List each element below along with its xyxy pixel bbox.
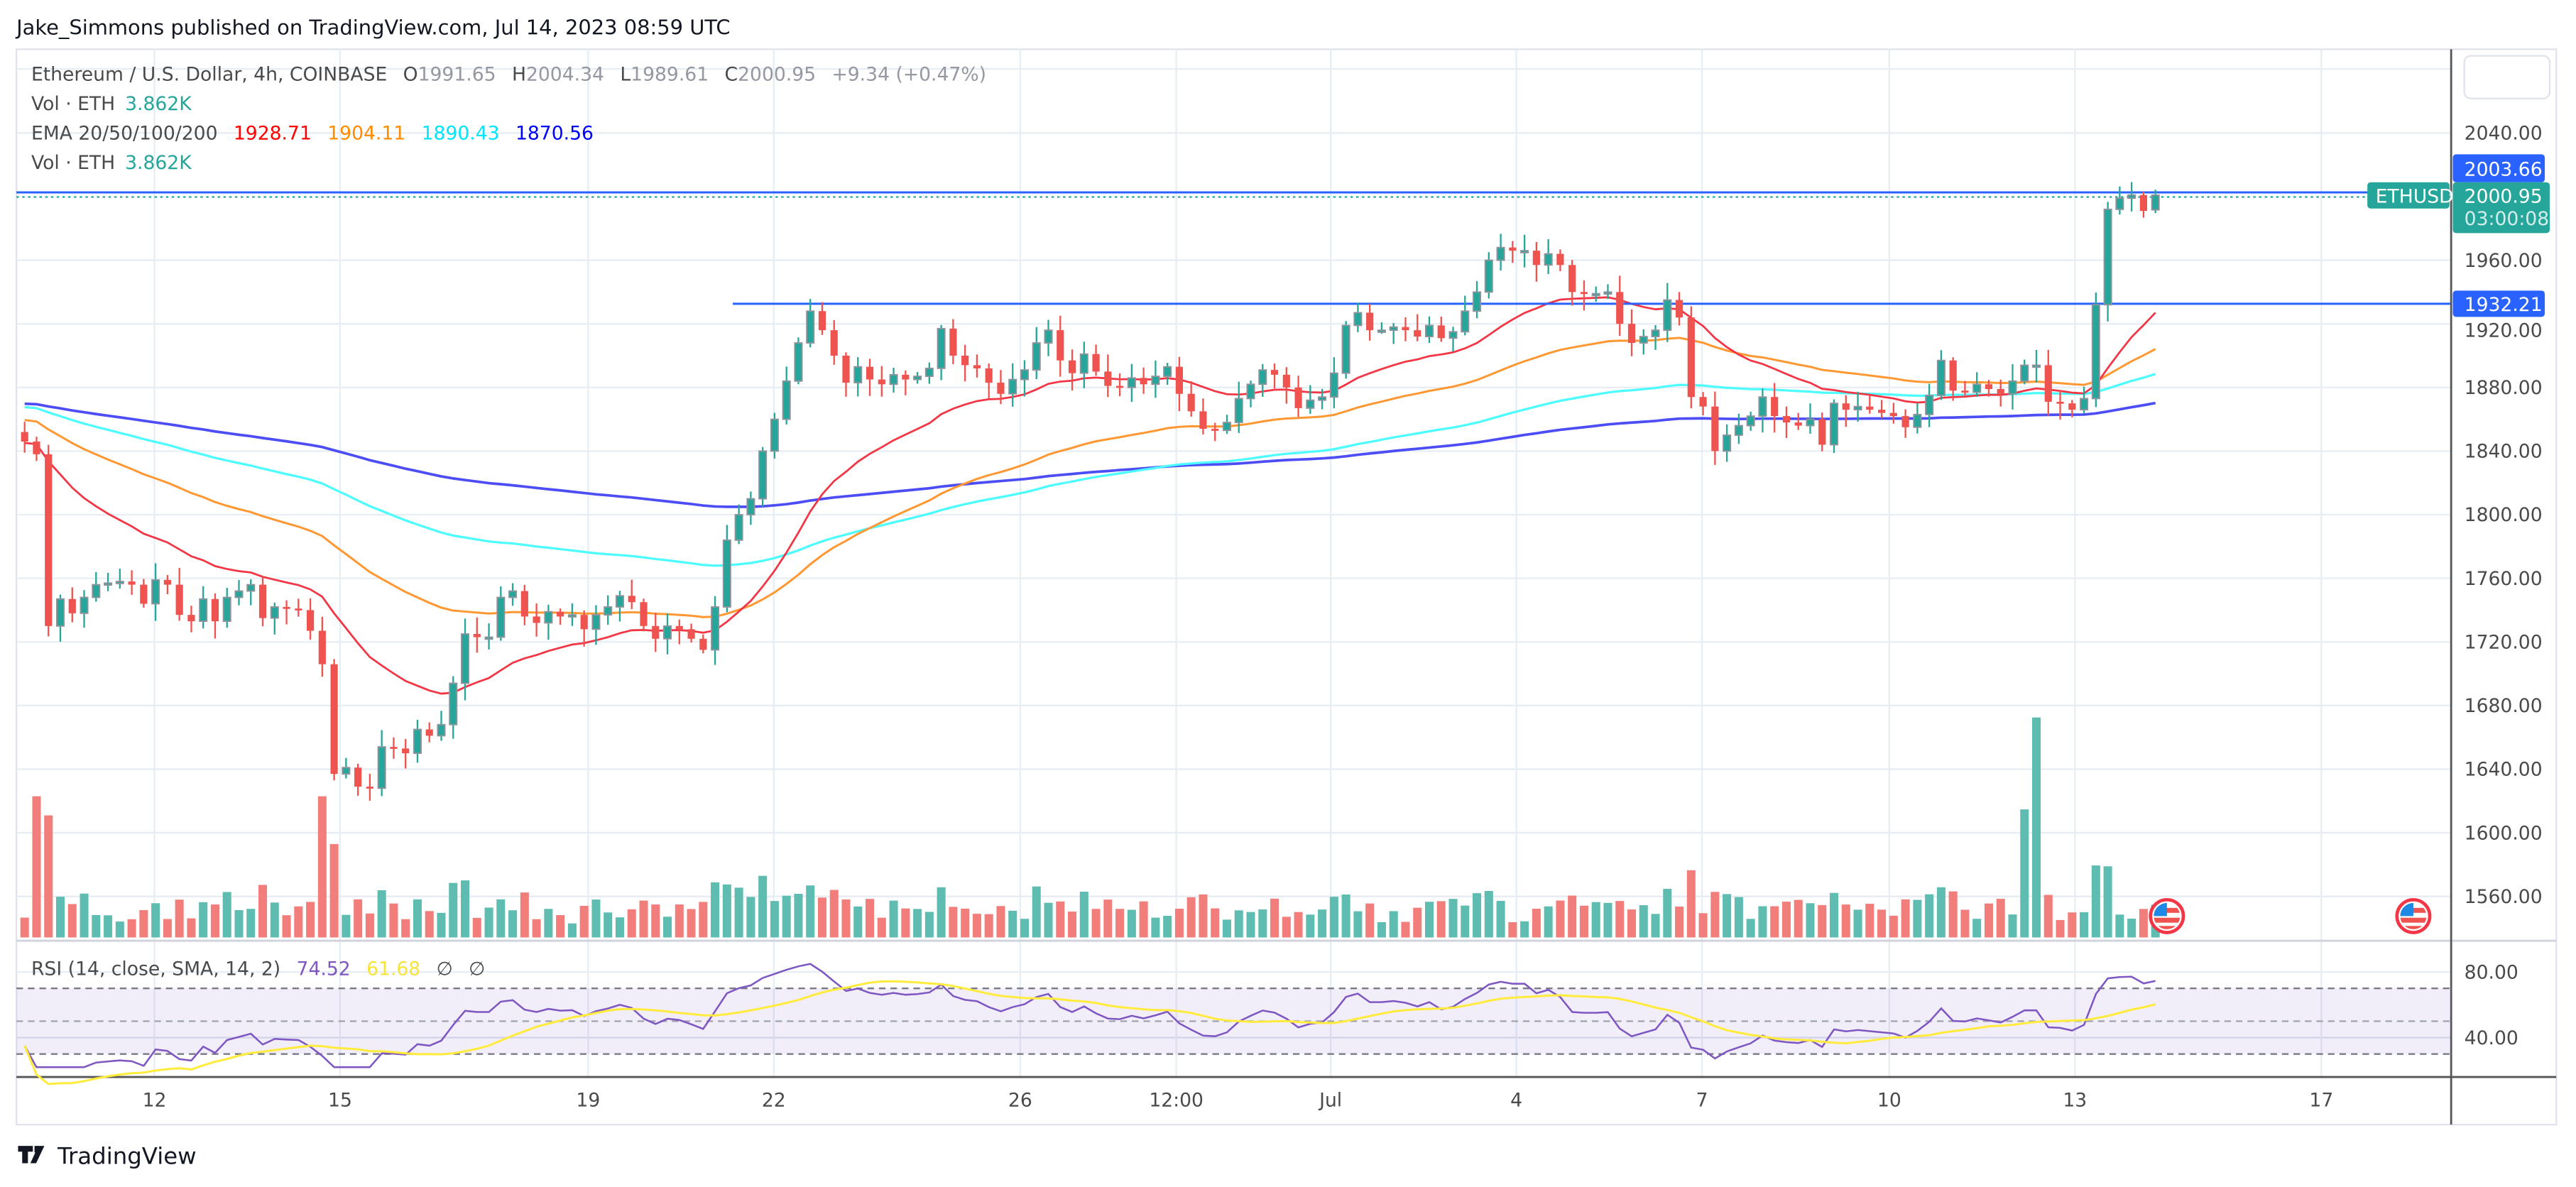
price-tick: 1640.00: [2465, 759, 2543, 781]
price-axis[interactable]: 2040.00 1960.00 1920.00 1880.00 1840.00 1800.…: [2465, 123, 2543, 908]
rsi-tick-40: 40.00: [2465, 1027, 2518, 1049]
resistance-tag: [2452, 290, 2545, 317]
publisher-line: Jake_Simmons published on TradingView.co…: [15, 16, 730, 40]
rsi-empty-2: ∅: [469, 958, 485, 980]
price-tick: 1840.00: [2465, 441, 2543, 463]
high-line-tag: [2452, 154, 2545, 182]
svg-text:1932.21: 1932.21: [2465, 294, 2543, 316]
price-tick: 2040.00: [2465, 123, 2543, 145]
volume-value-2: 3.862K: [125, 152, 192, 174]
ema50-line: [24, 337, 2156, 618]
ema100-line: [24, 373, 2156, 567]
ema50-value: 1904.11: [327, 123, 405, 145]
ema200-line: [24, 401, 2156, 508]
main-legend: Ethereum / U.S. Dollar, 4h, COINBASE O19…: [31, 63, 986, 980]
rsi-line: [23, 963, 2156, 1068]
ohlc-high: 2004.34: [526, 63, 604, 85]
volume-legend-2[interactable]: Vol · ETH 3.862K: [31, 152, 192, 174]
time-tick: 22: [762, 1090, 786, 1112]
volume-value: 3.862K: [125, 93, 192, 115]
price-tick: 1800.00: [2465, 504, 2543, 526]
ema20-value: 1928.71: [234, 123, 312, 145]
price-tick: 1680.00: [2465, 695, 2543, 717]
time-tick: 13: [2063, 1090, 2087, 1112]
time-tick: 12: [143, 1090, 167, 1112]
symbol-tag: [2367, 182, 2450, 209]
price-tick: 1760.00: [2465, 568, 2543, 590]
last-price-tag: [2452, 182, 2550, 234]
price-tick: 1920.00: [2465, 320, 2543, 342]
rsi-ma-line: [23, 980, 2156, 1085]
bar-countdown: 03:00:08: [2465, 208, 2549, 230]
rsi-empty-1: ∅: [437, 958, 453, 980]
ema-legend[interactable]: EMA 20/50/100/200 1928.71 1904.11 1890.4…: [31, 123, 594, 145]
time-tick: 17: [2309, 1090, 2333, 1112]
price-tags: ETHUSD 2003.66 2000.95 03:00:08 1932.21: [2367, 154, 2550, 317]
tradingview-logo-icon: [18, 1146, 45, 1164]
time-tick: 26: [1008, 1090, 1032, 1112]
chart-frame: [15, 48, 2558, 1126]
tradingview-logo-text: TradingView: [57, 1143, 197, 1170]
us-flag-event-icon-2[interactable]: [2395, 897, 2432, 934]
price-tick: 1880.00: [2465, 377, 2543, 399]
time-axis[interactable]: 12 15 19 22 26 12:00 Jul 4 7 10 13 17: [143, 1090, 2334, 1112]
ema100-value: 1890.43: [422, 123, 500, 145]
candlesticks: [21, 182, 2160, 801]
symbol-description[interactable]: Ethereum / U.S. Dollar, 4h, COINBASE: [31, 63, 387, 85]
time-tick: 7: [1696, 1090, 1708, 1112]
svg-text:Ethereum / U.S. Dollar, 4h, CO: Ethereum / U.S. Dollar, 4h, COINBASE O19…: [31, 63, 986, 85]
svg-text:ETHUSD: ETHUSD: [2376, 186, 2454, 208]
rsi-legend[interactable]: RSI (14, close, SMA, 14, 2) 74.52 61.68 …: [31, 958, 485, 980]
ema200-value: 1870.56: [515, 123, 594, 145]
ohlc-low: 1989.61: [631, 63, 709, 85]
ohlc-close: 2000.95: [738, 63, 816, 85]
rsi-value: 74.52: [297, 958, 351, 980]
time-tick: Jul: [1318, 1090, 1342, 1112]
tradingview-logo[interactable]: TradingView: [18, 1143, 197, 1170]
time-tick: 10: [1877, 1090, 1901, 1112]
price-tick: 1960.00: [2465, 250, 2543, 272]
us-flag-event-icon[interactable]: [2149, 897, 2185, 934]
ema20-line: [24, 296, 2156, 695]
ema-lines: [24, 296, 2156, 695]
volume-bars: [20, 717, 2160, 938]
price-tick: 1720.00: [2465, 631, 2543, 653]
time-tick: 12:00: [1149, 1090, 1204, 1112]
price-tick: 1560.00: [2465, 886, 2543, 908]
price-tick: 1600.00: [2465, 822, 2543, 844]
svg-text:2003.66: 2003.66: [2465, 158, 2543, 180]
rsi-tick-80: 80.00: [2465, 961, 2518, 983]
time-tick: 15: [328, 1090, 352, 1112]
time-tick: 4: [1510, 1090, 1522, 1112]
rsi-lines: [23, 963, 2156, 1085]
svg-text:2000.95: 2000.95: [2465, 186, 2543, 208]
ohlc-change: +9.34 (+0.47%): [831, 63, 986, 85]
volume-legend[interactable]: Vol · ETH 3.862K: [31, 93, 192, 115]
ohlc-open: 1991.65: [418, 63, 496, 85]
rsi-ma-value: 61.68: [366, 958, 420, 980]
time-tick: 19: [576, 1090, 600, 1112]
axis-settings-box[interactable]: [2463, 55, 2551, 99]
grid-lines: [16, 49, 2452, 1078]
